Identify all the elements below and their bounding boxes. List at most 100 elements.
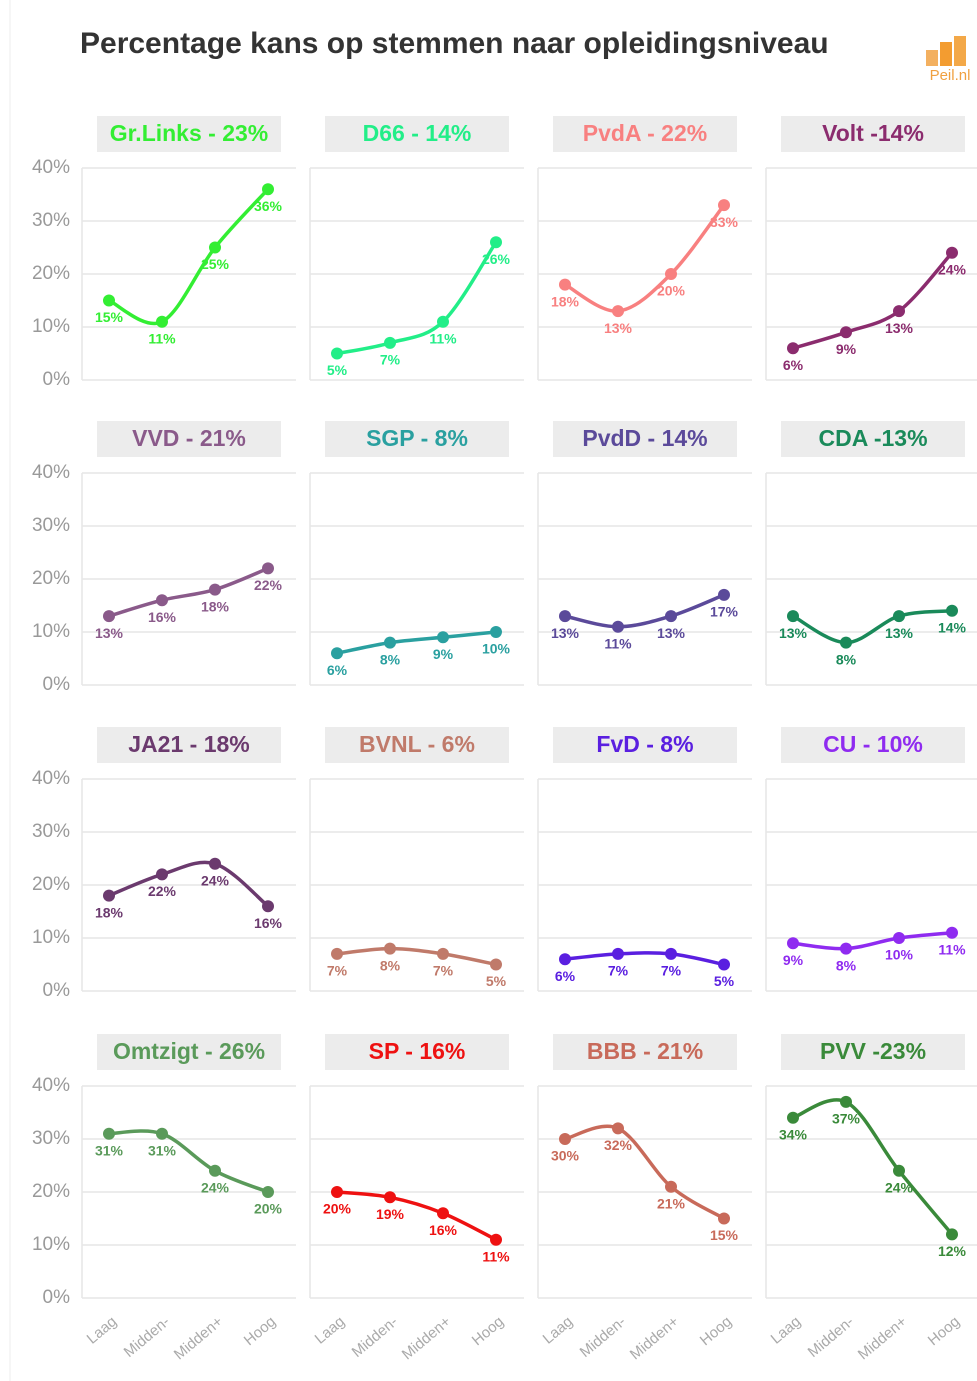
y-tick-label: 20% [32, 874, 70, 895]
panel-title-bg [97, 727, 281, 763]
data-label: 22% [254, 577, 283, 593]
data-label: 13% [551, 625, 580, 641]
panel-title: Volt -14% [822, 120, 924, 146]
data-point [437, 1207, 449, 1220]
series-line [564, 1124, 725, 1221]
logo-icon [926, 36, 966, 66]
data-label: 9% [433, 646, 454, 662]
data-point [559, 1133, 571, 1145]
panel-title: BVNL - 6% [359, 731, 475, 757]
data-label: 36% [254, 198, 283, 214]
y-tick-label: 40% [32, 1075, 70, 1096]
data-point [437, 315, 449, 328]
panel-title-bg [325, 116, 509, 152]
series-line [564, 204, 726, 313]
data-point [209, 583, 221, 596]
data-point [946, 246, 958, 259]
x-tick-label: Midden+ [855, 1313, 911, 1363]
data-label: 9% [783, 952, 804, 968]
data-label: 24% [938, 262, 967, 278]
data-label: 7% [327, 963, 348, 979]
panel-title: D66 - 14% [363, 120, 472, 146]
data-point [156, 315, 168, 328]
panel-title-bg [781, 421, 965, 457]
data-point [209, 1164, 221, 1177]
data-label: 6% [327, 662, 348, 678]
data-label: 11% [482, 1248, 510, 1264]
data-point [840, 1095, 852, 1108]
data-point [718, 1212, 730, 1225]
x-tick-label: Midden- [349, 1313, 401, 1361]
panel-title: CU - 10% [823, 731, 923, 757]
y-tick-label: 30% [32, 515, 70, 536]
data-point [893, 610, 905, 623]
data-point [437, 947, 449, 960]
panel-title-bg [97, 1034, 281, 1070]
data-point [946, 926, 958, 939]
y-tick-label: 40% [32, 462, 70, 483]
series-line [336, 946, 497, 967]
panel-title: JA21 - 18% [128, 731, 249, 757]
panel-title: CDA -13% [818, 425, 927, 451]
data-label: 13% [604, 320, 633, 336]
panel-title: BBB - 21% [587, 1038, 703, 1064]
x-tick-label: Laag [84, 1313, 120, 1347]
data-label: 20% [254, 1201, 283, 1217]
panel-title-bg [553, 1034, 737, 1070]
data-point [718, 199, 730, 212]
panel-title: FvD - 8% [596, 731, 693, 757]
y-tick-label: 30% [32, 821, 70, 842]
data-label: 16% [429, 1222, 458, 1238]
data-label: 18% [95, 904, 124, 920]
data-point [490, 626, 502, 638]
data-label: 32% [604, 1137, 633, 1153]
data-label: 8% [380, 957, 401, 973]
data-label: 7% [380, 352, 401, 368]
x-tick-label: Midden- [121, 1313, 173, 1361]
y-tick-label: 10% [32, 621, 70, 642]
data-point [665, 268, 677, 280]
data-point [490, 236, 502, 249]
data-point [209, 857, 221, 870]
data-point [665, 947, 677, 960]
data-point [103, 889, 115, 902]
data-point [893, 305, 905, 318]
x-tick-label: Hoog [469, 1313, 507, 1349]
data-label: 8% [380, 651, 401, 667]
data-label: 20% [657, 283, 686, 299]
data-point [718, 958, 730, 971]
panel-title-bg [553, 116, 737, 152]
y-tick-label: 10% [32, 1234, 70, 1255]
data-point [559, 278, 571, 291]
data-label: 15% [95, 309, 124, 325]
data-label: 8% [836, 651, 857, 667]
data-point [946, 1228, 958, 1241]
data-point [262, 183, 274, 196]
data-label: 20% [323, 1201, 352, 1217]
y-tick-label: 20% [32, 1181, 70, 1202]
data-label: 15% [710, 1227, 739, 1243]
data-label: 24% [201, 1180, 230, 1196]
data-point [787, 937, 799, 950]
y-tick-label: 0% [43, 674, 71, 695]
data-point [384, 636, 396, 649]
data-label: 5% [327, 362, 348, 378]
data-label: 24% [201, 873, 230, 889]
data-point [612, 1122, 624, 1135]
data-label: 11% [938, 941, 966, 957]
data-point [718, 588, 730, 601]
data-point [262, 1186, 274, 1198]
data-label: 16% [254, 915, 283, 931]
data-label: 26% [482, 251, 511, 267]
panel-title-bg [553, 421, 737, 457]
y-tick-label: 0% [43, 369, 71, 390]
x-tick-label: Laag [768, 1313, 804, 1347]
x-tick-label: Midden+ [627, 1313, 683, 1363]
data-point [787, 342, 799, 355]
data-label: 5% [486, 973, 507, 989]
y-tick-label: 20% [32, 568, 70, 589]
data-label: 10% [885, 947, 914, 963]
data-label: 30% [551, 1148, 580, 1164]
data-label: 13% [779, 625, 808, 641]
series-line [792, 1098, 954, 1236]
